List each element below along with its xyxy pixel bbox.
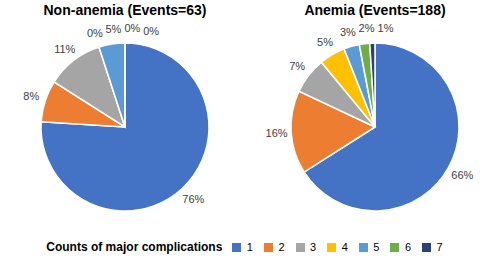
svg-text:11%: 11% [54, 43, 75, 55]
html-text:6: 6 [404, 241, 412, 253]
html-text:1: 1 [246, 241, 253, 253]
svg-text:5%: 5% [105, 23, 121, 35]
html-text:3: 3 [310, 241, 317, 253]
svg-text:0%: 0% [143, 25, 159, 37]
svg-text:2%: 2% [359, 22, 375, 34]
svg-text:66%: 66% [451, 169, 473, 181]
svg-text:0%: 0% [124, 22, 140, 34]
html-text:2: 2 [278, 241, 285, 253]
html-text:Anemia (Events=188): Anemia (Events=188) [304, 2, 446, 18]
html-text:Counts of major complications: Counts of major complications [46, 240, 223, 254]
svg-text:3%: 3% [340, 26, 356, 38]
html-text:4: 4 [341, 241, 348, 253]
svg-text:76%: 76% [182, 193, 204, 205]
html-text:Non-anemia (Events=63): Non-anemia (Events=63) [43, 2, 207, 18]
svg-text:8%: 8% [23, 90, 39, 102]
svg-text:1%: 1% [378, 22, 394, 34]
svg-text:0%: 0% [87, 27, 103, 39]
html-text:7: 7 [436, 241, 443, 253]
svg-text:16%: 16% [266, 127, 288, 139]
svg-text:5%: 5% [317, 36, 333, 48]
html-text:5: 5 [373, 241, 380, 253]
svg-text:7%: 7% [289, 60, 305, 72]
